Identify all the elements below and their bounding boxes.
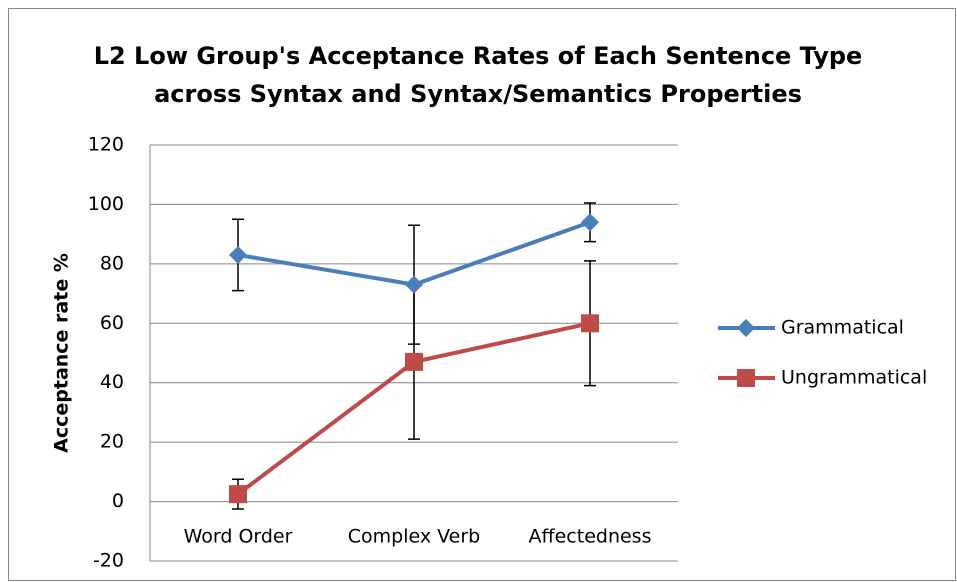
marker bbox=[737, 319, 755, 337]
y-tick-label: -20 bbox=[93, 550, 124, 572]
marker bbox=[229, 245, 247, 264]
y-tick-label: 60 bbox=[100, 312, 124, 334]
x-tick-label: Word Order bbox=[184, 526, 293, 548]
marker bbox=[405, 352, 423, 371]
marker bbox=[737, 369, 755, 387]
y-tick-label: 40 bbox=[100, 371, 124, 393]
x-tick-label: Affectedness bbox=[529, 526, 652, 548]
y-axis-label: Acceptance rate % bbox=[51, 253, 73, 453]
legend-label: Ungrammatical bbox=[781, 367, 927, 389]
marker bbox=[581, 213, 599, 232]
marker bbox=[581, 314, 599, 333]
x-tick-label: Complex Verb bbox=[348, 526, 480, 548]
y-tick-label: 120 bbox=[88, 134, 124, 156]
chart-title: L2 Low Group's Acceptance Rates of Each … bbox=[94, 42, 863, 70]
marker bbox=[229, 485, 247, 504]
y-tick-label: 0 bbox=[112, 490, 124, 512]
chart-title: across Syntax and Syntax/Semantics Prope… bbox=[154, 80, 802, 108]
y-tick-label: 80 bbox=[100, 252, 124, 274]
y-tick-label: 100 bbox=[88, 193, 124, 215]
legend-label: Grammatical bbox=[781, 317, 904, 339]
marker bbox=[405, 275, 423, 294]
chart-frame bbox=[8, 8, 956, 581]
y-tick-label: 20 bbox=[100, 431, 124, 453]
